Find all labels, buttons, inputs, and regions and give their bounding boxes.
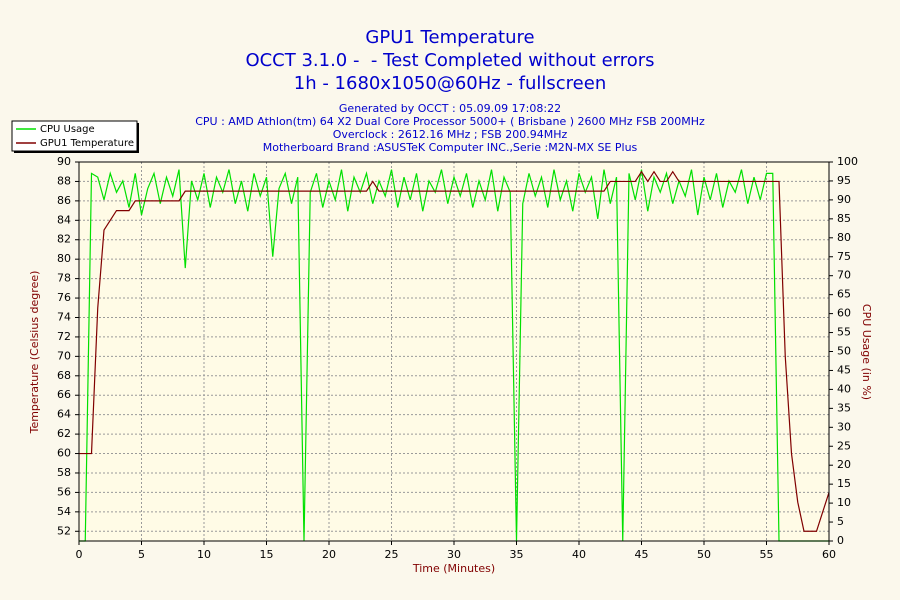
y2-tick-label: 40	[837, 382, 851, 395]
y2-tick-label: 35	[837, 401, 851, 414]
y-tick-label: 86	[57, 194, 71, 207]
y2-tick-label: 70	[837, 269, 851, 282]
y2-axis-title: CPU Usage (in %)	[860, 304, 873, 400]
legend-label: CPU Usage	[40, 124, 95, 135]
x-tick-label: 55	[760, 548, 774, 561]
y-tick-label: 52	[57, 524, 71, 537]
x-tick-label: 30	[447, 548, 461, 561]
y2-tick-label: 80	[837, 231, 851, 244]
y2-tick-label: 25	[837, 439, 851, 452]
x-tick-label: 35	[510, 548, 524, 561]
chart-subtitle: OCCT 3.1.0 - - Test Completed without er…	[245, 50, 654, 71]
y-tick-label: 76	[57, 291, 71, 304]
y-tick-label: 74	[57, 310, 71, 323]
legend-box	[11, 120, 138, 152]
y-tick-label: 78	[57, 272, 71, 285]
y2-tick-label: 85	[837, 212, 851, 225]
chart-title: GPU1 Temperature	[365, 27, 534, 48]
y-tick-label: 58	[57, 466, 71, 479]
x-tick-label: 50	[697, 548, 711, 561]
y-tick-label: 72	[57, 330, 71, 343]
y2-tick-label: 45	[837, 363, 851, 376]
legend-label: GPU1 Temperature	[40, 138, 134, 149]
x-tick-label: 5	[138, 548, 145, 561]
y-tick-label: 82	[57, 233, 71, 246]
x-tick-label: 10	[197, 548, 211, 561]
y-axis-title: Temperature (Celsius degree)	[28, 271, 41, 435]
x-tick-label: 60	[822, 548, 836, 561]
annotation: Overclock : 2612.16 MHz ; FSB 200.94MHz	[333, 128, 568, 141]
y2-tick-label: 20	[837, 458, 851, 471]
y2-tick-label: 50	[837, 345, 851, 358]
y2-tick-label: 55	[837, 326, 851, 339]
x-tick-label: 45	[635, 548, 649, 561]
annotation: Motherboard Brand :ASUSTeK Computer INC.…	[263, 141, 638, 154]
y-tick-label: 80	[57, 252, 71, 265]
y-tick-label: 62	[57, 427, 71, 440]
y2-tick-label: 15	[837, 477, 851, 490]
y-tick-label: 88	[57, 174, 71, 187]
y-tick-label: 66	[57, 388, 71, 401]
y2-tick-label: 95	[837, 174, 851, 187]
y2-tick-label: 100	[837, 155, 858, 168]
annotation: CPU : AMD Athlon(tm) 64 X2 Dual Core Pro…	[195, 115, 705, 128]
y2-tick-label: 60	[837, 307, 851, 320]
y-tick-label: 84	[57, 213, 71, 226]
x-axis-title: Time (Minutes)	[412, 562, 495, 575]
series-line	[79, 170, 830, 532]
y2-tick-label: 65	[837, 288, 851, 301]
y-tick-label: 64	[57, 408, 71, 421]
annotation: Generated by OCCT : 05.09.09 17:08:22	[339, 102, 561, 115]
y-tick-label: 56	[57, 485, 71, 498]
x-tick-label: 0	[76, 548, 83, 561]
y2-tick-label: 5	[837, 515, 844, 528]
x-tick-label: 20	[322, 548, 336, 561]
y2-tick-label: 30	[837, 420, 851, 433]
plot-border	[78, 161, 830, 542]
y2-tick-label: 10	[837, 496, 851, 509]
chart-subtitle: 1h - 1680x1050@60Hz - fullscreen	[294, 73, 606, 94]
x-tick-label: 40	[572, 548, 586, 561]
x-tick-label: 15	[260, 548, 274, 561]
y-tick-label: 90	[57, 155, 71, 168]
legend: CPU Usage GPU1 Temperature	[11, 120, 139, 153]
y-tick-label: 70	[57, 349, 71, 362]
x-tick-label: 25	[385, 548, 399, 561]
y2-tick-label: 90	[837, 193, 851, 206]
y-tick-label: 68	[57, 369, 71, 382]
y2-tick-label: 75	[837, 250, 851, 263]
y-tick-label: 60	[57, 447, 71, 460]
series-line	[79, 169, 829, 542]
y2-tick-label: 0	[837, 534, 844, 547]
y-tick-label: 54	[57, 505, 71, 518]
